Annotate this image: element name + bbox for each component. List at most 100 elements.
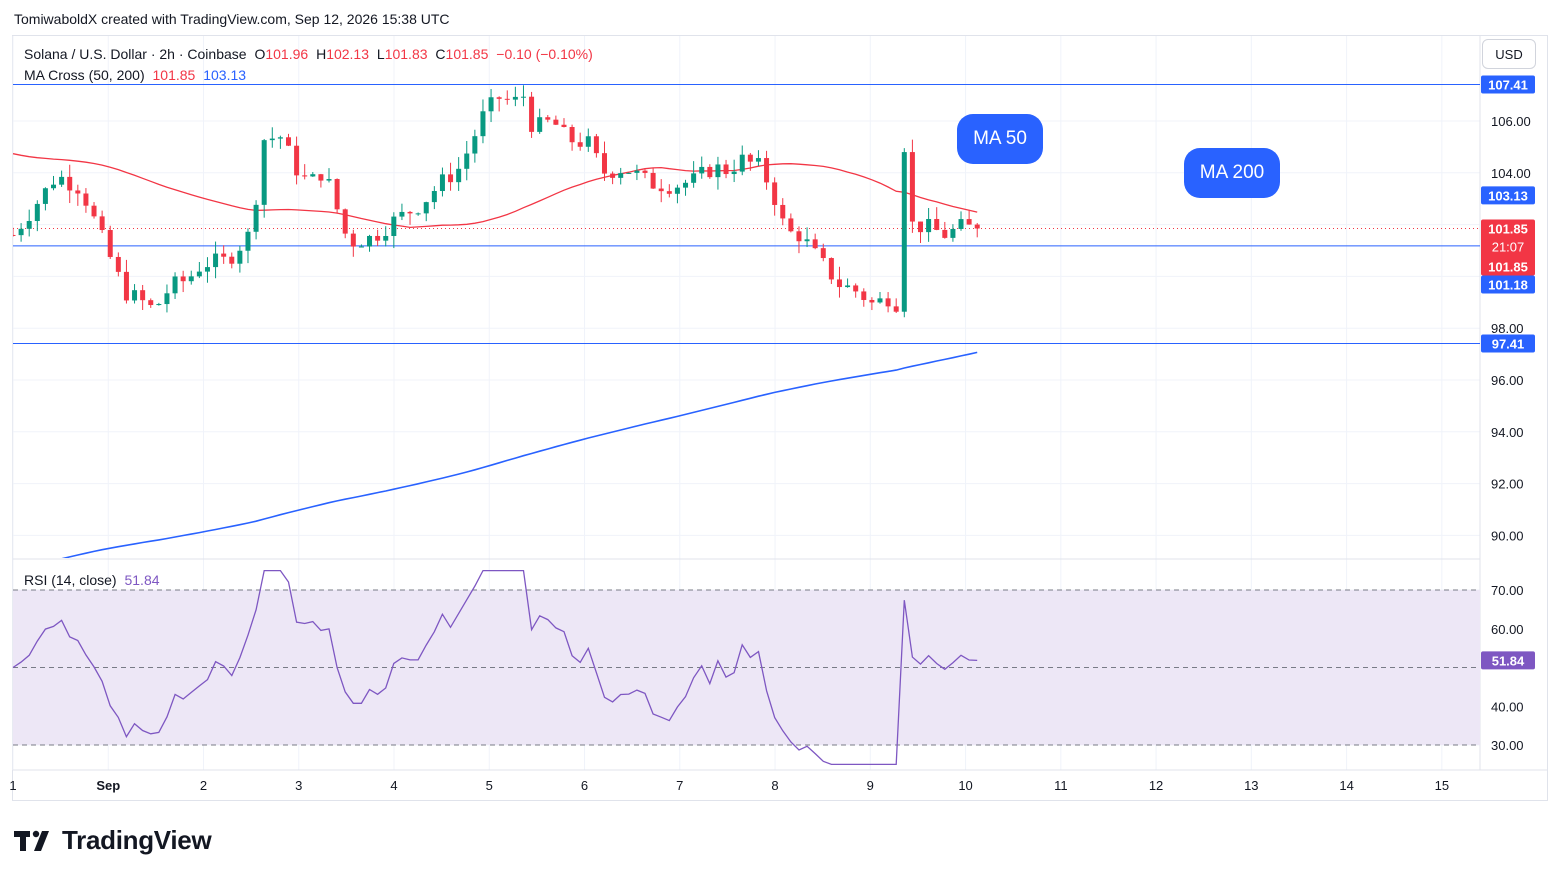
symbol-title: Solana / U.S. Dollar · 2h · Coinbase bbox=[24, 46, 247, 62]
candle-body bbox=[26, 221, 32, 229]
ma50-line bbox=[13, 153, 978, 229]
candle-body bbox=[294, 145, 300, 176]
candle-body bbox=[399, 211, 405, 217]
candle-body bbox=[480, 111, 486, 137]
candle-body bbox=[472, 136, 478, 154]
candle-body bbox=[221, 253, 227, 257]
candle-body bbox=[715, 164, 721, 178]
candle-body bbox=[123, 271, 129, 301]
price-tick-label: 98.00 bbox=[1491, 321, 1524, 336]
candle-body bbox=[107, 230, 113, 257]
candle-body bbox=[780, 204, 786, 219]
symbol-legend: Solana / U.S. Dollar · 2h · Coinbase O10… bbox=[24, 46, 597, 62]
candle-body bbox=[804, 239, 810, 242]
candle-body bbox=[812, 239, 818, 249]
candle-body bbox=[326, 179, 332, 181]
candle-body bbox=[845, 285, 851, 288]
candle-body bbox=[893, 306, 899, 312]
candle-body bbox=[196, 271, 202, 277]
candle-body bbox=[836, 279, 842, 288]
candle-body bbox=[67, 176, 73, 191]
candle-body bbox=[683, 182, 689, 188]
tradingview-logo[interactable]: TradingView bbox=[14, 825, 212, 856]
candle-body bbox=[610, 173, 616, 178]
top-line-badge-bg bbox=[1481, 75, 1535, 94]
candle-body bbox=[934, 218, 940, 230]
low-value: 101.83 bbox=[384, 46, 428, 62]
candle-body bbox=[140, 290, 146, 301]
candle-body bbox=[269, 138, 275, 141]
time-tick-label: 15 bbox=[1435, 778, 1449, 793]
candle-body bbox=[164, 293, 170, 305]
ma-cross-label: MA Cross (50, 200) bbox=[24, 67, 145, 83]
time-tick-label: 2 bbox=[200, 778, 207, 793]
candle-body bbox=[739, 154, 745, 172]
time-tick-label: 13 bbox=[1244, 778, 1258, 793]
axes: 106.00 104.00 98.00 96.00 94.00 92.00 90.00 70.… bbox=[9, 114, 1530, 793]
price-tick-label: 104.00 bbox=[1491, 166, 1531, 181]
ma50-badge: 101.85 bbox=[1488, 259, 1528, 274]
change-value: −0.10 (−0.10%) bbox=[496, 46, 593, 62]
candle-body bbox=[901, 152, 907, 312]
candle-body bbox=[877, 298, 883, 303]
candle-body bbox=[237, 250, 243, 264]
candle-body bbox=[115, 256, 121, 272]
candle-body bbox=[820, 248, 826, 259]
candle-body bbox=[520, 96, 526, 98]
candle-body bbox=[585, 136, 591, 147]
time-tick-label: Sep bbox=[96, 778, 120, 793]
candle-body bbox=[367, 235, 373, 247]
time-tick-label: 8 bbox=[771, 778, 778, 793]
price-tick-label: 96.00 bbox=[1491, 373, 1524, 388]
rsi-tick-label: 40.00 bbox=[1491, 699, 1524, 714]
candle-body bbox=[772, 182, 778, 205]
candle-body bbox=[310, 174, 316, 177]
mid-line-badge: 101.18 bbox=[1488, 277, 1528, 292]
candle-body bbox=[350, 233, 356, 247]
candle-body bbox=[83, 193, 89, 206]
currency-button[interactable]: USD bbox=[1482, 39, 1536, 69]
candles bbox=[13, 85, 980, 318]
candle-body bbox=[456, 168, 462, 183]
candle-body bbox=[318, 174, 324, 181]
rsi-badge: 51.84 bbox=[1492, 653, 1525, 668]
candle-body bbox=[658, 188, 664, 192]
candle-body bbox=[553, 119, 559, 125]
candle-body bbox=[391, 216, 397, 237]
candle-body bbox=[99, 216, 105, 231]
mid-line-badge-bg bbox=[1481, 275, 1535, 294]
high-value: 102.13 bbox=[326, 46, 370, 62]
candle-body bbox=[464, 153, 470, 169]
candle-body bbox=[431, 191, 437, 203]
candle-body bbox=[926, 218, 932, 233]
candle-body bbox=[674, 187, 680, 194]
ma-cross-legend[interactable]: MA Cross (50, 200) 101.85 103.13 bbox=[24, 67, 250, 83]
price-tick-label: 90.00 bbox=[1491, 528, 1524, 543]
rsi-legend[interactable]: RSI (14, close) 51.84 bbox=[24, 572, 164, 588]
candle-body bbox=[504, 98, 510, 100]
time-tick-label: 3 bbox=[295, 778, 302, 793]
candle-body bbox=[51, 184, 57, 189]
time-tick-label: 1 bbox=[9, 778, 16, 793]
candle-body bbox=[918, 221, 924, 233]
time-tick-label: 7 bbox=[676, 778, 683, 793]
candle-body bbox=[342, 209, 348, 234]
candle-body bbox=[755, 158, 761, 162]
candle-body bbox=[561, 124, 567, 128]
candle-body bbox=[650, 172, 656, 189]
candle-body bbox=[334, 179, 340, 210]
candle-body bbox=[302, 175, 308, 177]
candle-body bbox=[618, 173, 624, 178]
close-value: 101.85 bbox=[445, 46, 489, 62]
time-tick-label: 9 bbox=[867, 778, 874, 793]
horizontal-lines bbox=[13, 83, 1480, 344]
time-tick-label: 5 bbox=[486, 778, 493, 793]
ma200-badge-bg bbox=[1481, 186, 1535, 205]
time-tick-label: 10 bbox=[958, 778, 972, 793]
candle-body bbox=[34, 203, 40, 222]
open-value: 101.96 bbox=[265, 46, 309, 62]
rsi-line bbox=[12, 569, 978, 766]
time-tick-label: 12 bbox=[1149, 778, 1163, 793]
bottom-line-badge: 97.41 bbox=[1492, 336, 1525, 351]
